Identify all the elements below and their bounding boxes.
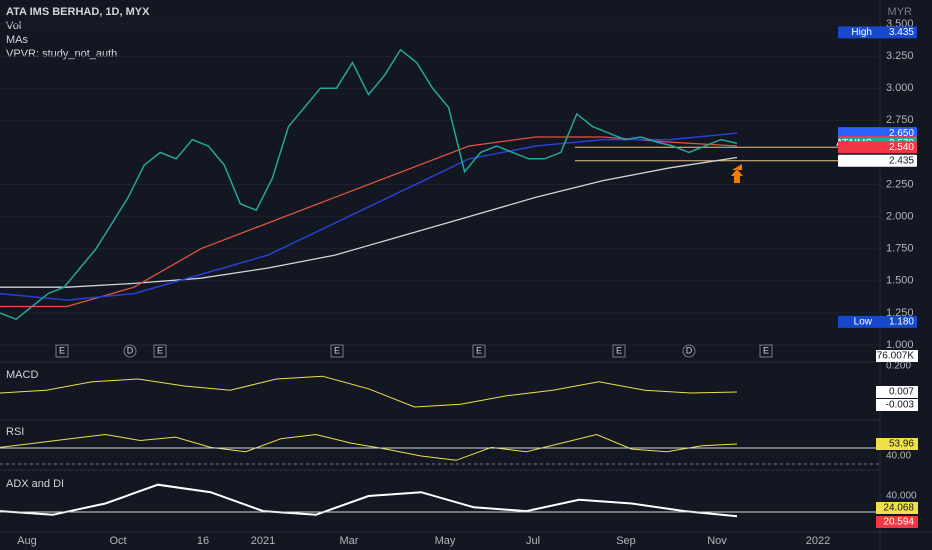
pane-label: ADX and DI <box>6 478 64 490</box>
readout-value: 53.96 <box>889 439 914 450</box>
event-label: E <box>476 345 482 355</box>
readout-value: 0.007 <box>889 387 914 398</box>
price-tick-label: 2.750 <box>886 114 914 126</box>
badge-name: High <box>851 27 872 38</box>
price-badge <box>838 315 917 328</box>
event-label: E <box>157 345 163 355</box>
time-label: 2022 <box>806 535 830 547</box>
series-line <box>0 483 738 518</box>
readout-value: 24.068 <box>883 503 914 514</box>
event-marker <box>759 344 773 358</box>
price-tick-label: 1.250 <box>886 307 914 319</box>
readout-badge <box>876 350 918 362</box>
readout-value: 776.007K <box>871 351 914 362</box>
readout-badge <box>876 502 918 514</box>
currency: MYR <box>888 6 913 18</box>
series-line <box>0 136 738 308</box>
event-label: E <box>334 345 340 355</box>
readout-badge <box>876 386 918 398</box>
event-label: E <box>59 345 65 355</box>
badge-value: 2.650 <box>889 128 914 139</box>
price-badge <box>838 26 917 39</box>
price-badge <box>838 154 917 167</box>
legend-vpvr: VPVR: study_not_auth <box>6 48 117 60</box>
legend-mas: MAs <box>6 34 29 46</box>
pane-label: MACD <box>6 369 38 381</box>
price-tick-label: 2.000 <box>886 211 914 223</box>
event-marker <box>612 344 626 358</box>
time-label: May <box>435 535 456 547</box>
time-label: Nov <box>707 535 727 547</box>
arrow-marker <box>731 164 743 183</box>
readout-badge <box>876 399 918 411</box>
badge-value: 2.435 <box>889 155 914 166</box>
axis-label: 0.200 <box>886 361 911 372</box>
event-label: E <box>763 345 769 355</box>
readout-badge <box>876 438 918 450</box>
price-tick-label: 1.500 <box>886 275 914 287</box>
price-tick-label: 3.000 <box>886 82 914 94</box>
time-label: Sep <box>616 535 636 547</box>
time-label: Jul <box>526 535 540 547</box>
readout-value: -0.003 <box>886 400 915 411</box>
legend-vol: Vol <box>6 20 21 32</box>
time-label: Oct <box>109 535 126 547</box>
price-tick-label: 1.750 <box>886 243 914 255</box>
pane-label: RSI <box>6 426 24 438</box>
event-marker <box>123 344 137 358</box>
badge-value: 3.435 <box>889 27 914 38</box>
price-tick-label: 1.000 <box>886 339 914 351</box>
time-label: Mar <box>340 535 359 547</box>
readout-value: 20.594 <box>883 517 914 528</box>
series-line <box>0 132 738 301</box>
event-marker <box>55 344 69 358</box>
series-line <box>0 156 738 288</box>
time-label: 2021 <box>251 535 275 547</box>
event-marker <box>330 344 344 358</box>
event-label: D <box>127 345 134 355</box>
time-label: Aug <box>17 535 37 547</box>
series-line <box>0 433 738 461</box>
price-tick-label: 3.250 <box>886 50 914 62</box>
event-marker <box>153 344 167 358</box>
time-label: 16 <box>197 535 209 547</box>
series-line <box>0 48 738 321</box>
series-line <box>0 375 738 408</box>
price-tick-label: 2.250 <box>886 178 914 190</box>
event-marker <box>472 344 486 358</box>
axis-label: 40.000 <box>886 491 917 502</box>
badge-value: 1.180 <box>889 317 914 328</box>
price-badge <box>838 141 917 154</box>
event-label: E <box>616 345 622 355</box>
badge-name: Low <box>854 317 873 328</box>
event-label: D <box>686 345 693 355</box>
axis-label: 40.00 <box>886 451 911 462</box>
symbol-title: ATA IMS BERHAD, 1D, MYX <box>6 6 150 18</box>
readout-badge <box>876 516 918 528</box>
badge-value: 2.540 <box>889 142 914 153</box>
event-marker <box>682 344 696 358</box>
